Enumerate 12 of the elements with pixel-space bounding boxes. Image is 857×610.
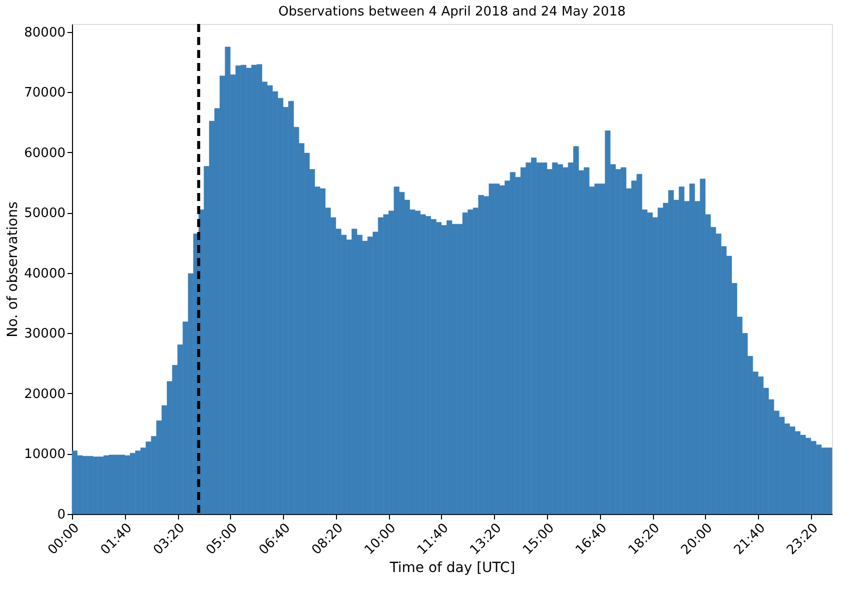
chart-title: Observations between 4 April 2018 and 24 May 2018 [278,4,626,20]
y-tick-label: 60000 [24,146,66,161]
y-tick-label: 20000 [24,386,66,402]
y-tick-label: 30000 [24,326,66,342]
y-tick-label: 70000 [24,86,66,101]
x-axis-title: Time of day [UTC] [388,560,516,576]
y-tick-label: 40000 [24,266,66,282]
y-tick-label: 80000 [24,25,66,40]
y-tick-label: 50000 [24,206,66,222]
y-axis-title: No. of observations [5,202,22,338]
y-tick-label: 0 [57,508,66,522]
y-tick-label: 10000 [24,447,66,462]
